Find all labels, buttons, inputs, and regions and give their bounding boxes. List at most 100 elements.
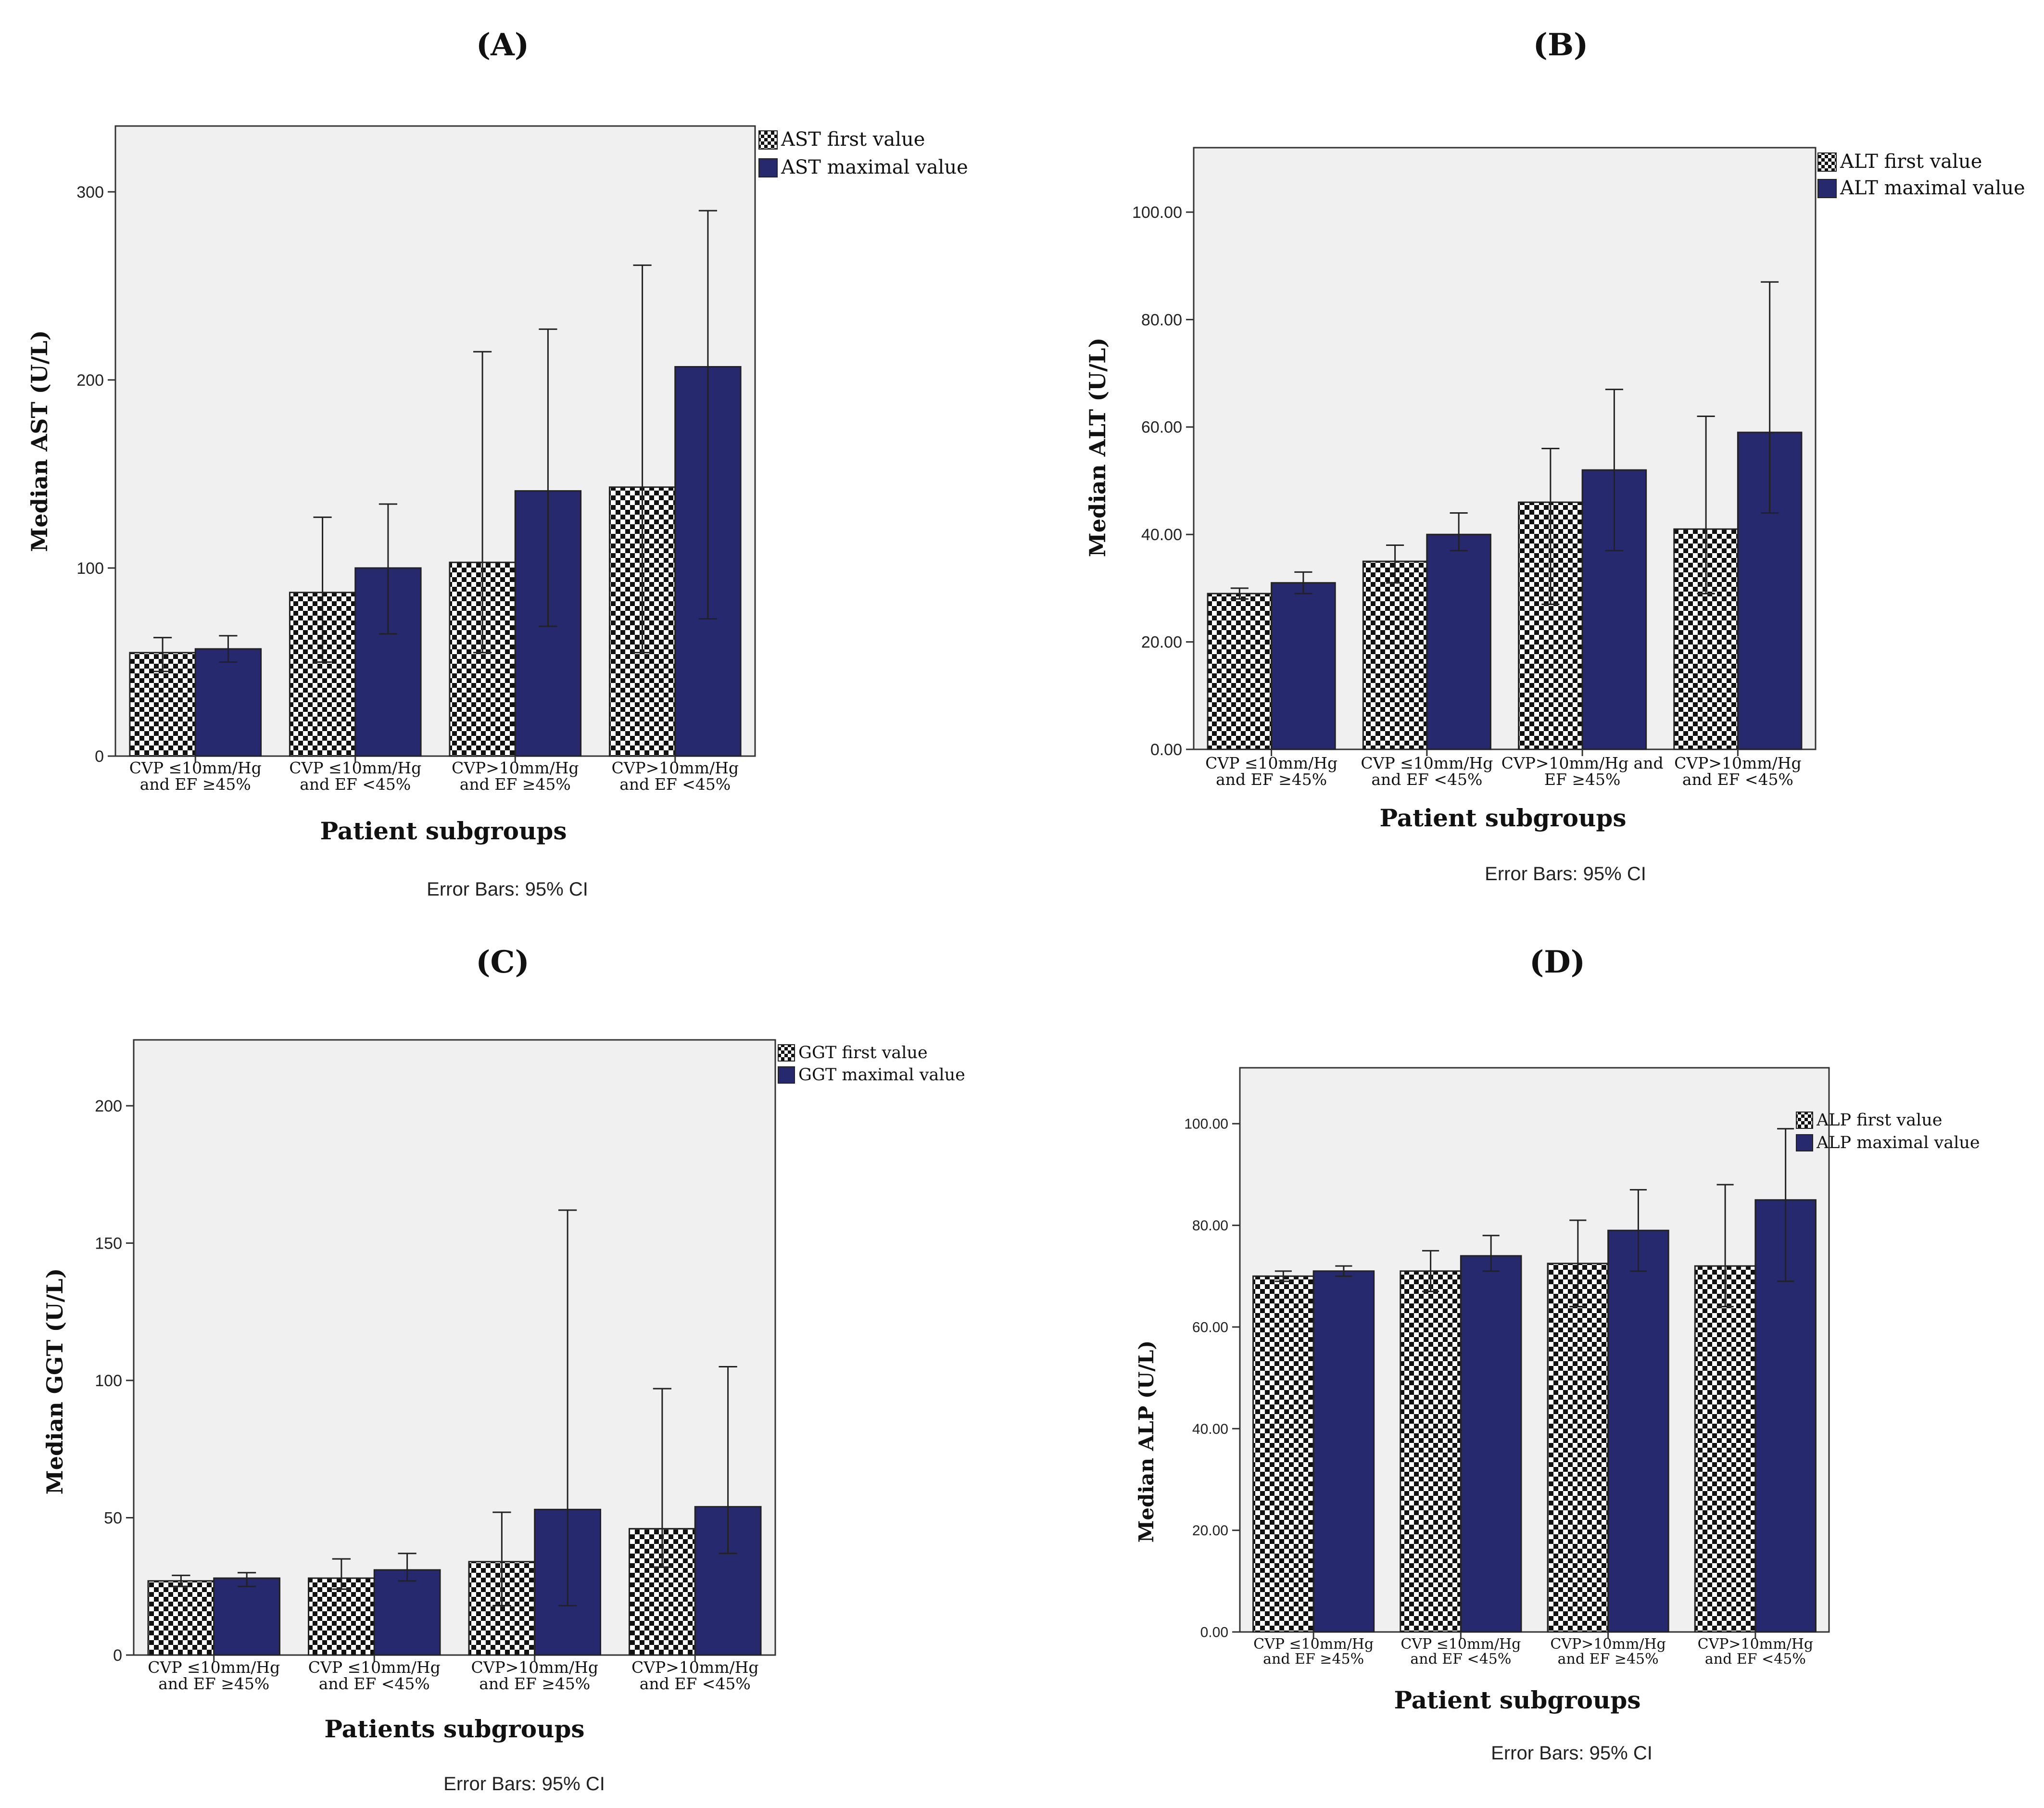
error-bar xyxy=(219,635,238,663)
error-bars-note: Error Bars: 95% CI xyxy=(1491,1743,1653,1764)
y-tick-label: 80.00 xyxy=(1141,311,1182,329)
error-bar xyxy=(1777,1128,1794,1282)
y-tick-label: 0.00 xyxy=(1200,1625,1228,1641)
y-tick-label: 0 xyxy=(95,747,104,766)
error-bar xyxy=(1629,1189,1647,1272)
y-tick-label: 50 xyxy=(104,1509,122,1527)
y-tick-label: 60.00 xyxy=(1192,1319,1228,1335)
x-category-label: CVP>10mm/Hg xyxy=(611,759,739,777)
panel-label: (C) xyxy=(476,944,530,980)
error-bar xyxy=(539,328,557,627)
legend-entry: ALP first value xyxy=(1816,1111,1943,1130)
x-axis-label: Patient subgroups xyxy=(1394,1686,1641,1714)
legend-entry: AST maximal value xyxy=(781,156,968,178)
error-bar xyxy=(558,1209,577,1606)
y-tick-label: 40.00 xyxy=(1192,1421,1228,1437)
error-bar xyxy=(719,1365,737,1555)
error-bars-note: Error Bars: 95% CI xyxy=(1485,863,1646,885)
x-category-label: CVP>10mm/Hg xyxy=(1550,1636,1665,1653)
x-category-label: CVP ≤10mm/Hg xyxy=(1253,1636,1374,1653)
legend-entry: ALP maximal value xyxy=(1816,1133,1980,1152)
bar-maximal-value xyxy=(373,1569,441,1656)
error-bar xyxy=(1482,1235,1500,1272)
x-category-label: and EF <45% xyxy=(1682,770,1793,789)
y-tick-label: 200 xyxy=(76,371,104,390)
y-tick-label: 200 xyxy=(95,1097,122,1115)
y-axis-label: Median AST (U/L) xyxy=(26,330,52,552)
bar-maximal-value xyxy=(1312,1270,1375,1633)
error-bar xyxy=(1541,448,1560,605)
bar-first-value xyxy=(1400,1270,1462,1633)
bar-first-value xyxy=(1694,1265,1756,1633)
legend-entry: ALT first value xyxy=(1840,151,1982,173)
error-bar xyxy=(172,1574,190,1587)
legend: AST first value AST maximal value xyxy=(758,128,968,178)
y-axis-label: Median ALP (U/L) xyxy=(1135,1340,1158,1542)
error-bar xyxy=(1230,587,1249,600)
legend-swatch xyxy=(1796,1112,1813,1129)
x-category-label: and EF ≥45% xyxy=(158,1674,269,1693)
error-bar xyxy=(492,1511,511,1606)
error-bar xyxy=(633,264,652,654)
y-tick-label: 300 xyxy=(76,183,104,202)
bar-maximal-value xyxy=(1607,1229,1669,1633)
x-category-label: CVP>10mm/Hg and xyxy=(1501,754,1664,772)
bar-first-value xyxy=(147,1580,215,1656)
x-axis-label: Patients subgroups xyxy=(324,1715,584,1743)
x-category-label: CVP ≤10mm/Hg xyxy=(1401,1636,1521,1653)
x-category-label: CVP ≤10mm/Hg xyxy=(1205,754,1337,772)
y-tick-label: 150 xyxy=(95,1234,122,1252)
legend-swatch xyxy=(758,130,778,150)
y-tick-label: 0.00 xyxy=(1150,741,1182,759)
x-category-label: CVP>10mm/Hg xyxy=(471,1658,598,1677)
legend: GGT first value GGT maximal value xyxy=(778,1043,965,1085)
chart-panel-d: (D) 0.00 20.00 40.00 60.00 80.00 100.00 Median … xyxy=(1135,944,1980,1764)
legend-entry: ALT maximal value xyxy=(1840,177,2025,199)
x-category-label: CVP>10mm/Hg xyxy=(1698,1636,1813,1653)
x-category-label: CVP ≤10mm/Hg xyxy=(148,1658,280,1677)
x-category-label: CVP ≤10mm/Hg xyxy=(1361,754,1493,772)
chart-panel-b: (B) 0.00 20.00 40.00 60.00 80.00 100.00 Median … xyxy=(1085,27,2025,885)
y-tick-label: 100 xyxy=(76,559,104,578)
legend-entry: GGT maximal value xyxy=(798,1065,965,1085)
y-tick-label: 100.00 xyxy=(1132,203,1182,222)
chart-panel-a: (A) 0 100 200 300 Median AST (U/L) CVP ≤10mm/H… xyxy=(26,27,968,900)
error-bar xyxy=(1422,1250,1439,1292)
x-category-label: CVP>10mm/Hg xyxy=(1674,754,1802,772)
legend-entry: GGT first value xyxy=(798,1043,928,1062)
error-bar xyxy=(698,210,717,620)
legend-swatch xyxy=(778,1066,795,1084)
x-category-label: and EF ≥45% xyxy=(140,775,251,794)
x-category-label: and EF ≥45% xyxy=(479,1674,590,1693)
error-bar xyxy=(332,1558,351,1590)
error-bars-note: Error Bars: 95% CI xyxy=(427,879,588,900)
x-category-label: and EF ≥45% xyxy=(1263,1651,1364,1668)
bar-first-value xyxy=(1362,560,1428,750)
error-bars-note: Error Bars: 95% CI xyxy=(443,1773,605,1795)
x-category-label: and EF ≥45% xyxy=(460,775,571,794)
y-axis-label: Median ALT (U/L) xyxy=(1085,338,1110,557)
legend-swatch xyxy=(778,1044,795,1062)
x-category-label: and EF <45% xyxy=(1371,770,1482,789)
panel-label: (D) xyxy=(1529,944,1585,980)
legend: ALT first value ALT maximal value xyxy=(1817,151,2025,199)
x-category-label: CVP>10mm/Hg xyxy=(452,759,579,777)
x-category-label: and EF <45% xyxy=(1410,1651,1511,1668)
legend-swatch xyxy=(1817,152,1837,172)
legend-swatch xyxy=(758,158,778,177)
bar-maximal-value xyxy=(1426,533,1491,750)
x-category-label: CVP ≤10mm/Hg xyxy=(129,759,262,777)
error-bar xyxy=(1335,1265,1352,1277)
panel-label: (B) xyxy=(1533,27,1589,63)
x-axis-label: Patient subgroups xyxy=(1380,804,1627,832)
bar-maximal-value xyxy=(1271,582,1336,750)
x-category-label: and EF <45% xyxy=(319,1674,430,1693)
error-bar xyxy=(473,351,492,654)
bar-maximal-value xyxy=(1460,1255,1522,1633)
y-tick-label: 100.00 xyxy=(1184,1116,1228,1132)
x-category-label: and EF <45% xyxy=(300,775,411,794)
chart-panel-c: (C) 0 50 100 150 200 Median GGT (U/L) CVP ≤10mm… xyxy=(42,944,965,1795)
y-tick-label: 0 xyxy=(113,1646,122,1665)
x-category-label: EF ≥45% xyxy=(1544,770,1620,789)
y-tick-label: 100 xyxy=(95,1372,122,1390)
